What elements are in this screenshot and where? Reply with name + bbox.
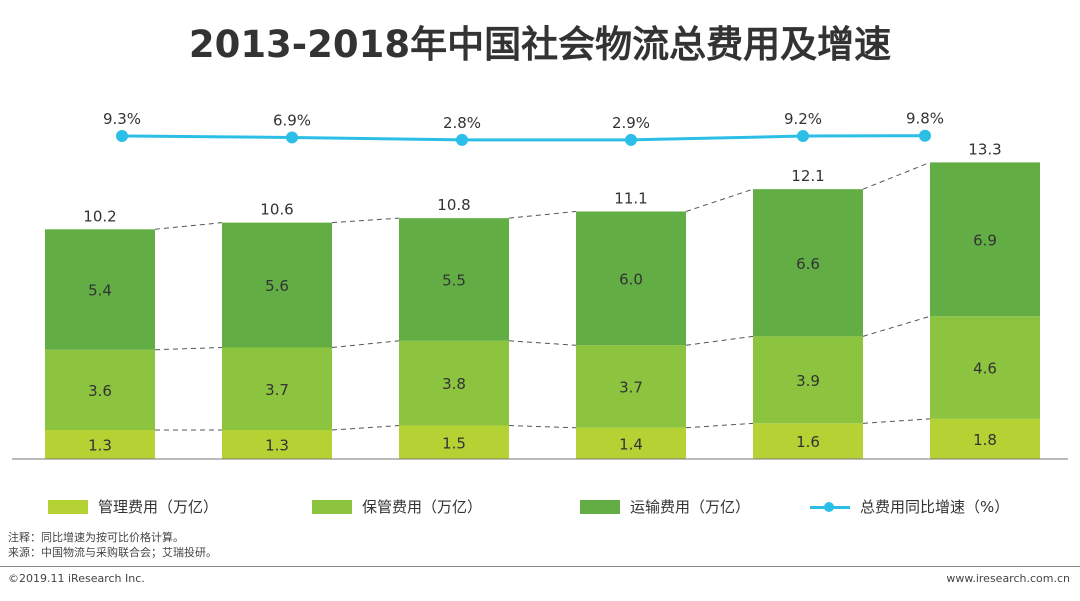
bar-segment-2014-0 xyxy=(222,430,332,459)
bar-segment-2017-0 xyxy=(753,423,863,459)
connector-4-1 xyxy=(862,315,931,337)
total-label-2013: 10.2 xyxy=(83,207,116,225)
connector-2-2 xyxy=(508,210,577,219)
legend-swatch-management xyxy=(48,499,88,514)
segment-label-2015-1: 3.8 xyxy=(442,375,466,393)
total-label-2014: 10.6 xyxy=(260,201,293,219)
segment-label-2017-0: 1.6 xyxy=(796,433,820,451)
stacked-bar-line-chart: 1.3 3.6 5.4 10.2 1.3 3.7 5.6 10.6 1.5 3.8 5.5 10.8 1… xyxy=(12,110,1068,460)
growth-label-2013: 9.3% xyxy=(103,110,141,128)
growth-point-2013 xyxy=(116,130,128,142)
source-text: 来源：中国物流与采购联合会；艾瑞投研。 xyxy=(8,546,217,559)
connector-0-1 xyxy=(154,347,223,351)
growth-line xyxy=(121,134,926,142)
bar-segment-2013-0 xyxy=(45,430,155,459)
connector-3-1 xyxy=(685,335,754,346)
connector-3-0 xyxy=(685,422,754,429)
chart-title: 2013-2018年中国社会物流总费用及增速 xyxy=(188,23,892,66)
segment-label-2013-2: 5.4 xyxy=(88,282,112,300)
segment-label-2013-0: 1.3 xyxy=(88,437,112,455)
growth-label-2014: 6.9% xyxy=(273,111,311,129)
segment-label-2016-0: 1.4 xyxy=(619,435,643,453)
website-text: www.iresearch.com.cn xyxy=(946,572,1070,585)
bar-segment-2017-1 xyxy=(753,336,863,424)
segment-label-2018-2: 6.9 xyxy=(973,231,997,249)
bar-segment-2018-2 xyxy=(930,162,1040,317)
total-label-2015: 10.8 xyxy=(437,196,470,214)
legend-item-storage: 保管费用（万亿） xyxy=(312,496,482,517)
legend-label-transport: 运输费用（万亿） xyxy=(630,498,751,516)
segment-label-2016-2: 6.0 xyxy=(619,270,643,288)
segment-label-2015-0: 1.5 xyxy=(442,434,466,452)
segment-label-2016-1: 3.7 xyxy=(619,379,643,397)
total-label-2017: 12.1 xyxy=(791,167,824,185)
legend-swatch-growth xyxy=(810,500,850,514)
bar-segment-2015-1 xyxy=(399,340,509,426)
connector-4-2 xyxy=(862,161,931,190)
connector-1-2 xyxy=(331,217,400,224)
connector-0-2 xyxy=(154,222,223,230)
bar-segment-2018-1 xyxy=(930,316,1040,419)
legend-label-storage: 保管费用（万亿） xyxy=(362,498,483,516)
bar-segment-2015-0 xyxy=(399,425,509,459)
connector-4-0 xyxy=(862,418,931,424)
connector-1-1 xyxy=(331,340,400,348)
legend-item-transport: 运输费用（万亿） xyxy=(580,496,750,517)
segment-label-2018-0: 1.8 xyxy=(973,431,997,449)
legend: 管理费用（万亿） 保管费用（万亿） 运输费用（万亿） 总费用同比增速（%） xyxy=(0,496,1080,520)
bar-segment-2018-0 xyxy=(930,418,1040,459)
segment-label-2017-2: 6.6 xyxy=(796,255,820,273)
total-label-2016: 11.1 xyxy=(614,189,647,207)
growth-label-2015: 2.8% xyxy=(443,114,481,132)
legend-swatch-storage xyxy=(312,499,352,514)
growth-label-2017: 9.2% xyxy=(784,110,822,128)
segment-label-2014-2: 5.6 xyxy=(265,277,289,295)
bar-segment-2016-1 xyxy=(576,345,686,428)
bar-segment-2014-2 xyxy=(222,222,332,348)
notes: 注释：同比增速为按可比价格计算。 来源：中国物流与采购联合会；艾瑞投研。 xyxy=(8,530,217,560)
legend-swatch-transport xyxy=(580,499,620,514)
segment-label-2014-1: 3.7 xyxy=(265,381,289,399)
growth-point-2017 xyxy=(797,130,809,143)
bar-segment-2016-2 xyxy=(576,211,686,346)
segment-label-2017-1: 3.9 xyxy=(796,372,820,390)
segment-label-2014-0: 1.3 xyxy=(265,437,289,455)
growth-point-2015 xyxy=(456,133,468,146)
segment-label-2018-1: 4.6 xyxy=(973,360,997,378)
growth-label-2018: 9.8% xyxy=(906,110,944,128)
growth-label-2016: 2.9% xyxy=(612,114,650,132)
connector-2-1 xyxy=(508,340,577,346)
segment-label-2013-1: 3.6 xyxy=(88,382,112,400)
bar-segment-2016-0 xyxy=(576,427,686,459)
legend-item-growth: 总费用同比增速（%） xyxy=(810,496,1009,517)
bar-segment-2013-1 xyxy=(45,349,155,431)
legend-label-growth: 总费用同比增速（%） xyxy=(860,498,1010,516)
connector-3-2 xyxy=(685,188,754,212)
bar-segment-2015-2 xyxy=(399,218,509,341)
legend-item-management: 管理费用（万亿） xyxy=(48,496,218,517)
bar-segment-2017-2 xyxy=(753,189,863,337)
copyright-text: ©2019.11 iResearch Inc. xyxy=(8,572,145,585)
bar-segment-2014-1 xyxy=(222,347,332,431)
growth-point-2014 xyxy=(286,131,298,144)
growth-point-2018 xyxy=(919,129,931,142)
legend-label-management: 管理费用（万亿） xyxy=(98,498,219,516)
connector-1-0 xyxy=(331,425,400,431)
footer-divider xyxy=(0,566,1080,567)
connector-2-0 xyxy=(508,425,577,429)
total-label-2018: 13.3 xyxy=(968,140,1001,158)
note-text: 注释：同比增速为按可比价格计算。 xyxy=(8,531,184,544)
bar-segment-2013-2 xyxy=(45,229,155,350)
growth-point-2016 xyxy=(625,133,637,146)
segment-label-2015-2: 5.5 xyxy=(442,271,466,289)
